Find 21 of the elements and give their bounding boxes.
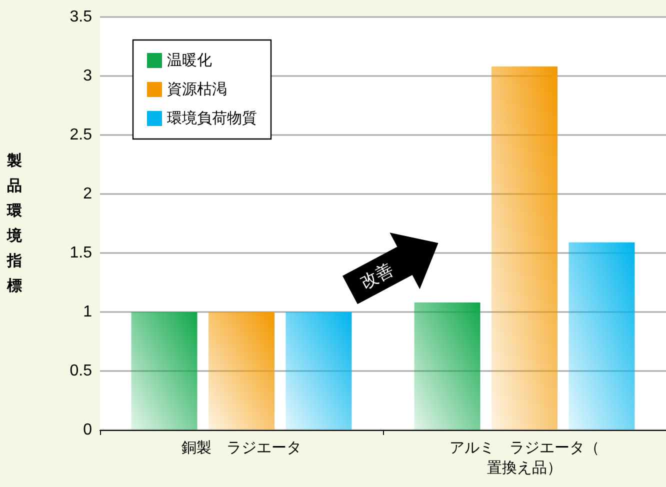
y-tick-label: 3.5: [70, 8, 92, 26]
y-tick-label: 0: [83, 422, 92, 438]
bar: [131, 312, 198, 430]
bar: [208, 312, 274, 430]
y-tick-label: 3: [83, 68, 92, 84]
y-axis-title: 製品環境指標: [6, 152, 23, 294]
legend-label: 環境負荷物質: [167, 110, 257, 127]
annotation: 改善: [357, 260, 397, 294]
bar: [568, 242, 635, 430]
x-tick-label: アルミ ラジエータ（置換え品）: [450, 440, 600, 476]
y-tick-label: 2.5: [70, 126, 92, 144]
y-tick-label: 0.5: [70, 362, 92, 380]
bar: [414, 302, 480, 430]
x-tick-label: 銅製 ラジエータ: [182, 440, 302, 456]
y-tick-label: 1: [83, 304, 92, 320]
legend-label: 温暖化: [167, 52, 212, 69]
bar: [492, 66, 558, 430]
bar: [286, 312, 352, 430]
y-tick-label: 2: [83, 186, 92, 202]
legend-label: 資源枯渇: [167, 81, 227, 98]
y-tick-label: 1.5: [70, 244, 92, 262]
